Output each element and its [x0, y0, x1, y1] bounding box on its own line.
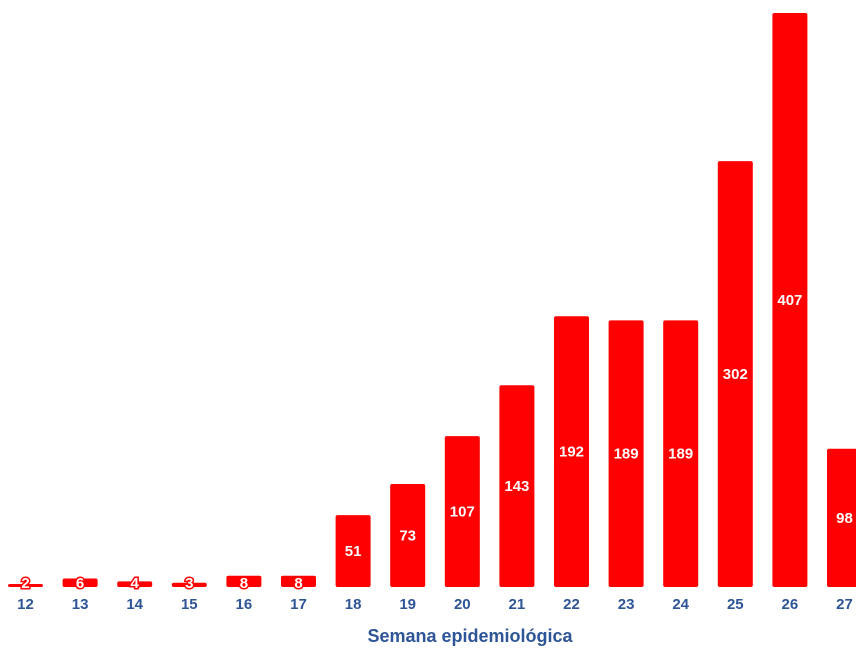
value-label-12: 2	[21, 575, 29, 592]
x-tick-label-21: 21	[509, 596, 526, 613]
value-label-25: 302	[723, 366, 748, 383]
x-tick-label-20: 20	[454, 596, 471, 613]
x-tick-label-19: 19	[399, 596, 416, 613]
x-tick-label-12: 12	[17, 596, 34, 613]
value-label-15: 3	[185, 575, 193, 592]
x-tick-labels-group: 12 13 14 15 16 17 18 19 20 21 22 23 24 25 26 27	[17, 596, 853, 613]
value-label-19: 73	[399, 528, 416, 545]
value-labels-group: 2 6 4 3 8 8 51 73 107 143 192 189 189 302 407 98	[20, 292, 853, 594]
x-tick-label-18: 18	[345, 596, 362, 613]
bar-12	[8, 584, 43, 587]
x-tick-label-17: 17	[290, 596, 307, 613]
bar-26	[772, 13, 808, 587]
bar-22	[554, 316, 589, 587]
value-label-21: 143	[504, 478, 529, 495]
value-label-14: 4	[131, 575, 140, 592]
bar-19	[390, 484, 426, 587]
x-tick-label-25: 25	[727, 596, 744, 613]
x-tick-label-15: 15	[181, 596, 198, 613]
value-label-23: 189	[614, 446, 639, 463]
bar-20	[444, 436, 480, 587]
bar-14	[117, 581, 153, 587]
bar-21	[499, 385, 535, 587]
bar-27	[827, 448, 856, 587]
value-label-16: 8	[240, 575, 248, 592]
value-label-18: 51	[345, 543, 362, 560]
x-tick-label-27: 27	[836, 596, 853, 613]
value-label-24: 189	[668, 446, 693, 463]
x-tick-label-23: 23	[618, 596, 635, 613]
x-tick-label-16: 16	[236, 596, 253, 613]
bar-25	[717, 161, 753, 587]
bar-23	[608, 320, 644, 587]
bar-15	[171, 582, 207, 587]
value-label-20: 107	[450, 504, 475, 521]
bars-group	[8, 13, 856, 587]
x-tick-label-13: 13	[72, 596, 89, 613]
x-tick-label-22: 22	[563, 596, 580, 613]
bar-17	[281, 575, 316, 587]
value-label-13: 6	[76, 575, 84, 592]
value-label-22: 192	[559, 444, 584, 461]
bar-18	[335, 515, 371, 587]
bar-13	[62, 578, 98, 587]
x-axis-title: Semana epidemiológica	[367, 626, 573, 646]
value-label-27: 98	[836, 510, 853, 527]
x-tick-label-26: 26	[782, 596, 799, 613]
value-label-26: 407	[777, 292, 802, 309]
bar-16	[226, 575, 262, 587]
value-label-17: 8	[294, 575, 302, 592]
bar-24	[663, 320, 699, 587]
x-tick-label-14: 14	[126, 596, 143, 613]
x-tick-label-24: 24	[672, 596, 689, 613]
